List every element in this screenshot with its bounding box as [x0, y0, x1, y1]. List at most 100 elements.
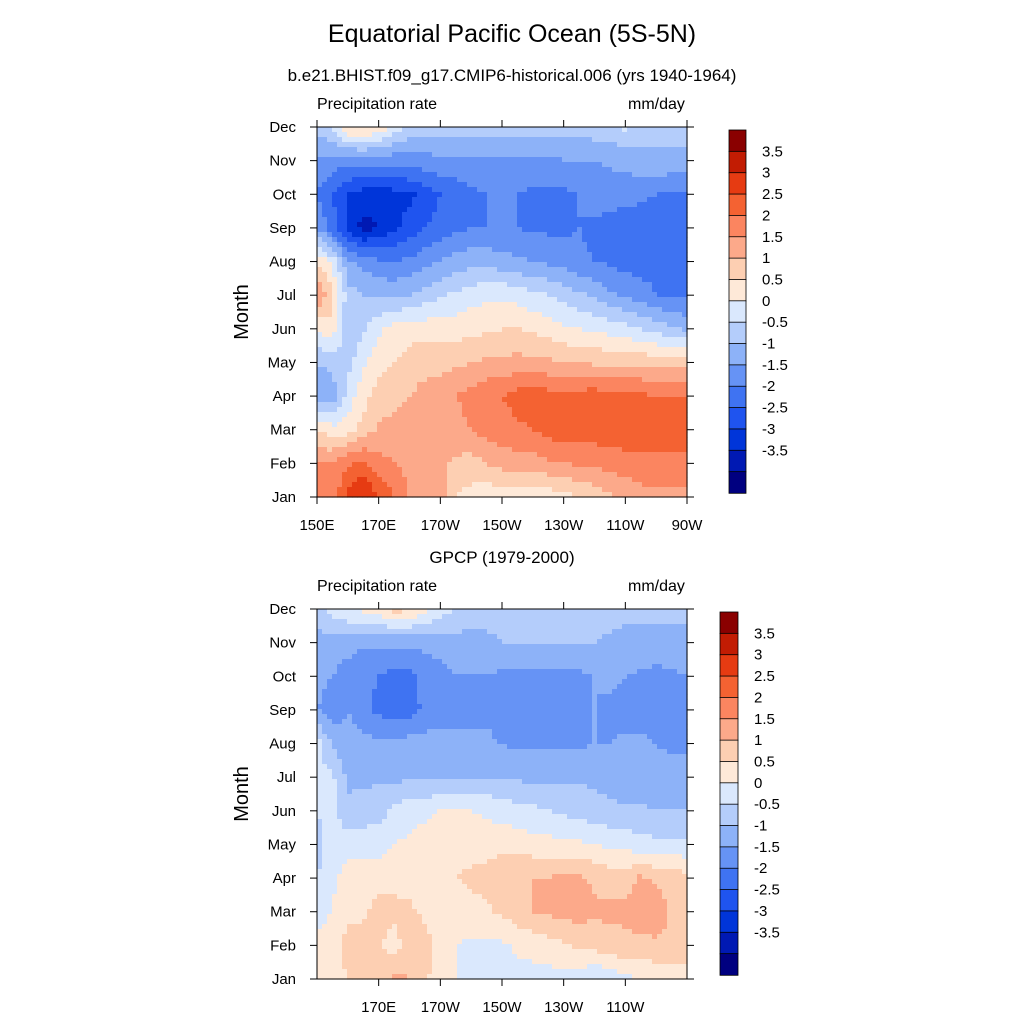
p1-cell	[367, 387, 373, 393]
p1-cell	[367, 282, 373, 288]
p1-cell	[497, 322, 503, 328]
p1-cell	[537, 412, 543, 418]
p1-cell	[412, 347, 418, 353]
p1-cell	[652, 157, 658, 163]
p1-cell	[392, 377, 398, 383]
p1-cell	[522, 202, 528, 208]
p1-cell	[622, 257, 628, 263]
p1-cell	[432, 207, 438, 213]
p1-cell	[547, 422, 553, 428]
p1-cell	[397, 347, 403, 353]
p1-cell	[472, 192, 478, 198]
p1-cell	[607, 132, 613, 138]
p1-cell	[457, 297, 463, 303]
p1-cell	[472, 127, 478, 133]
p1-cell	[602, 147, 608, 153]
p1-cell	[667, 432, 673, 438]
p1-cell	[467, 192, 473, 198]
p1-cell	[672, 187, 678, 193]
p1-cell	[332, 202, 338, 208]
p1-cell	[407, 132, 413, 138]
p1-cell	[627, 397, 633, 403]
p1-cell	[407, 182, 413, 188]
p1-cell	[342, 167, 348, 173]
p1-cell	[462, 417, 468, 423]
p1-cell	[487, 422, 493, 428]
p1-cell	[402, 352, 408, 358]
p1-cell	[647, 427, 653, 433]
p1-cell	[532, 267, 538, 273]
p1-cell	[652, 217, 658, 223]
p1-cell	[677, 197, 683, 203]
p1-cell	[627, 452, 633, 458]
p1-cell	[362, 302, 368, 308]
p1-cell	[397, 297, 403, 303]
p1-cell	[472, 172, 478, 178]
p1-cell	[562, 342, 568, 348]
p1-cell	[567, 307, 573, 313]
p1-cell	[632, 277, 638, 283]
p1-cell	[497, 307, 503, 313]
p1-cell	[467, 462, 473, 468]
p1-cell	[522, 257, 528, 263]
p1-cell	[512, 187, 518, 193]
p1-cell	[317, 432, 323, 438]
p1-cell	[647, 147, 653, 153]
p1-cell	[452, 387, 458, 393]
p1-cell	[437, 282, 443, 288]
p1-cell	[427, 302, 433, 308]
p1-cell	[447, 152, 453, 158]
p1-cell	[537, 397, 543, 403]
p1-cell	[662, 277, 668, 283]
p1-cell	[347, 207, 353, 213]
p1-cell	[382, 142, 388, 148]
p1-cell	[392, 392, 398, 398]
p1-cell	[432, 352, 438, 358]
p1-cell	[332, 377, 338, 383]
p1-cell	[652, 247, 658, 253]
p1-cell	[467, 132, 473, 138]
p1-cell	[347, 417, 353, 423]
p1-cell	[412, 257, 418, 263]
p1-cell	[567, 247, 573, 253]
p1-cell	[372, 212, 378, 218]
p1-cell	[522, 362, 528, 368]
p1-cell	[647, 127, 653, 133]
p1-cell	[407, 202, 413, 208]
p1-cell	[632, 242, 638, 248]
p1-cell	[652, 332, 658, 338]
p1-cell	[387, 207, 393, 213]
p1-cell	[632, 387, 638, 393]
p1-cell	[462, 412, 468, 418]
p1-cell	[517, 422, 523, 428]
p1-cell	[457, 302, 463, 308]
p1-cell	[617, 287, 623, 293]
p1-cell	[362, 327, 368, 333]
p1-cell	[592, 257, 598, 263]
p1-cell	[482, 457, 488, 463]
p1-cell	[452, 397, 458, 403]
p1-cell	[567, 262, 573, 268]
p1-cell	[402, 187, 408, 193]
p1-cell	[327, 137, 333, 143]
p1-cell	[337, 282, 343, 288]
p1-cell	[372, 247, 378, 253]
p1-cell	[617, 442, 623, 448]
p1-cell	[547, 377, 553, 383]
p1-cell	[527, 142, 533, 148]
p1-cell	[582, 312, 588, 318]
p1-cell	[412, 312, 418, 318]
p1-cell	[332, 397, 338, 403]
p1-cell	[637, 437, 643, 443]
p1-cell	[497, 242, 503, 248]
p1-cell	[502, 162, 508, 168]
p1-cell	[622, 262, 628, 268]
p1-cell	[382, 412, 388, 418]
p1-cell	[402, 252, 408, 258]
p1-cell	[622, 177, 628, 183]
p1-cell	[327, 362, 333, 368]
p1-cell	[422, 332, 428, 338]
p1-cell	[482, 172, 488, 178]
p1-cell	[407, 357, 413, 363]
p1-cell	[412, 132, 418, 138]
